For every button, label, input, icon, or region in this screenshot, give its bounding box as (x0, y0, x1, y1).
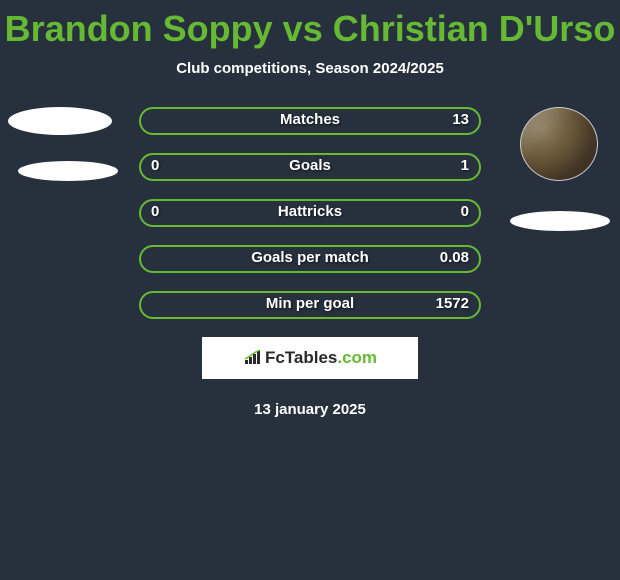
avatar-placeholder-bottom (18, 161, 118, 181)
stat-label: Matches (141, 111, 479, 128)
player-right-avatar (520, 107, 610, 231)
site-logo: FcTables.com (202, 337, 418, 379)
stats-table: Matches 13 0 Goals 1 0 Hattricks 0 Goals… (139, 107, 481, 319)
stat-label: Goals per match (141, 249, 479, 266)
stat-right-value: 0.08 (440, 249, 469, 266)
comparison-subtitle: Club competitions, Season 2024/2025 (0, 60, 620, 77)
stat-right-value: 13 (452, 111, 469, 128)
logo-text-b: .com (337, 348, 377, 367)
stat-right-value: 1 (461, 157, 469, 174)
stat-right-value: 0 (461, 203, 469, 220)
player-left-avatar (8, 107, 118, 181)
bar-chart-icon (243, 350, 263, 366)
comparison-body: Matches 13 0 Goals 1 0 Hattricks 0 Goals… (0, 107, 620, 418)
stat-row: Min per goal 1572 (139, 291, 481, 319)
stat-label: Min per goal (141, 295, 479, 312)
logo-text-a: FcTables (265, 348, 337, 367)
stat-right-value: 1572 (436, 295, 469, 312)
avatar-placeholder-top (8, 107, 112, 135)
stat-label: Hattricks (141, 203, 479, 220)
stat-row: Matches 13 (139, 107, 481, 135)
avatar-placeholder-bottom (510, 211, 610, 231)
logo-text: FcTables.com (265, 348, 377, 368)
stat-row: Goals per match 0.08 (139, 245, 481, 273)
comparison-title: Brandon Soppy vs Christian D'Urso (0, 0, 620, 50)
stat-label: Goals (141, 157, 479, 174)
stat-row: 0 Hattricks 0 (139, 199, 481, 227)
stat-row: 0 Goals 1 (139, 153, 481, 181)
snapshot-date: 13 january 2025 (0, 401, 620, 418)
avatar-photo (520, 107, 598, 181)
